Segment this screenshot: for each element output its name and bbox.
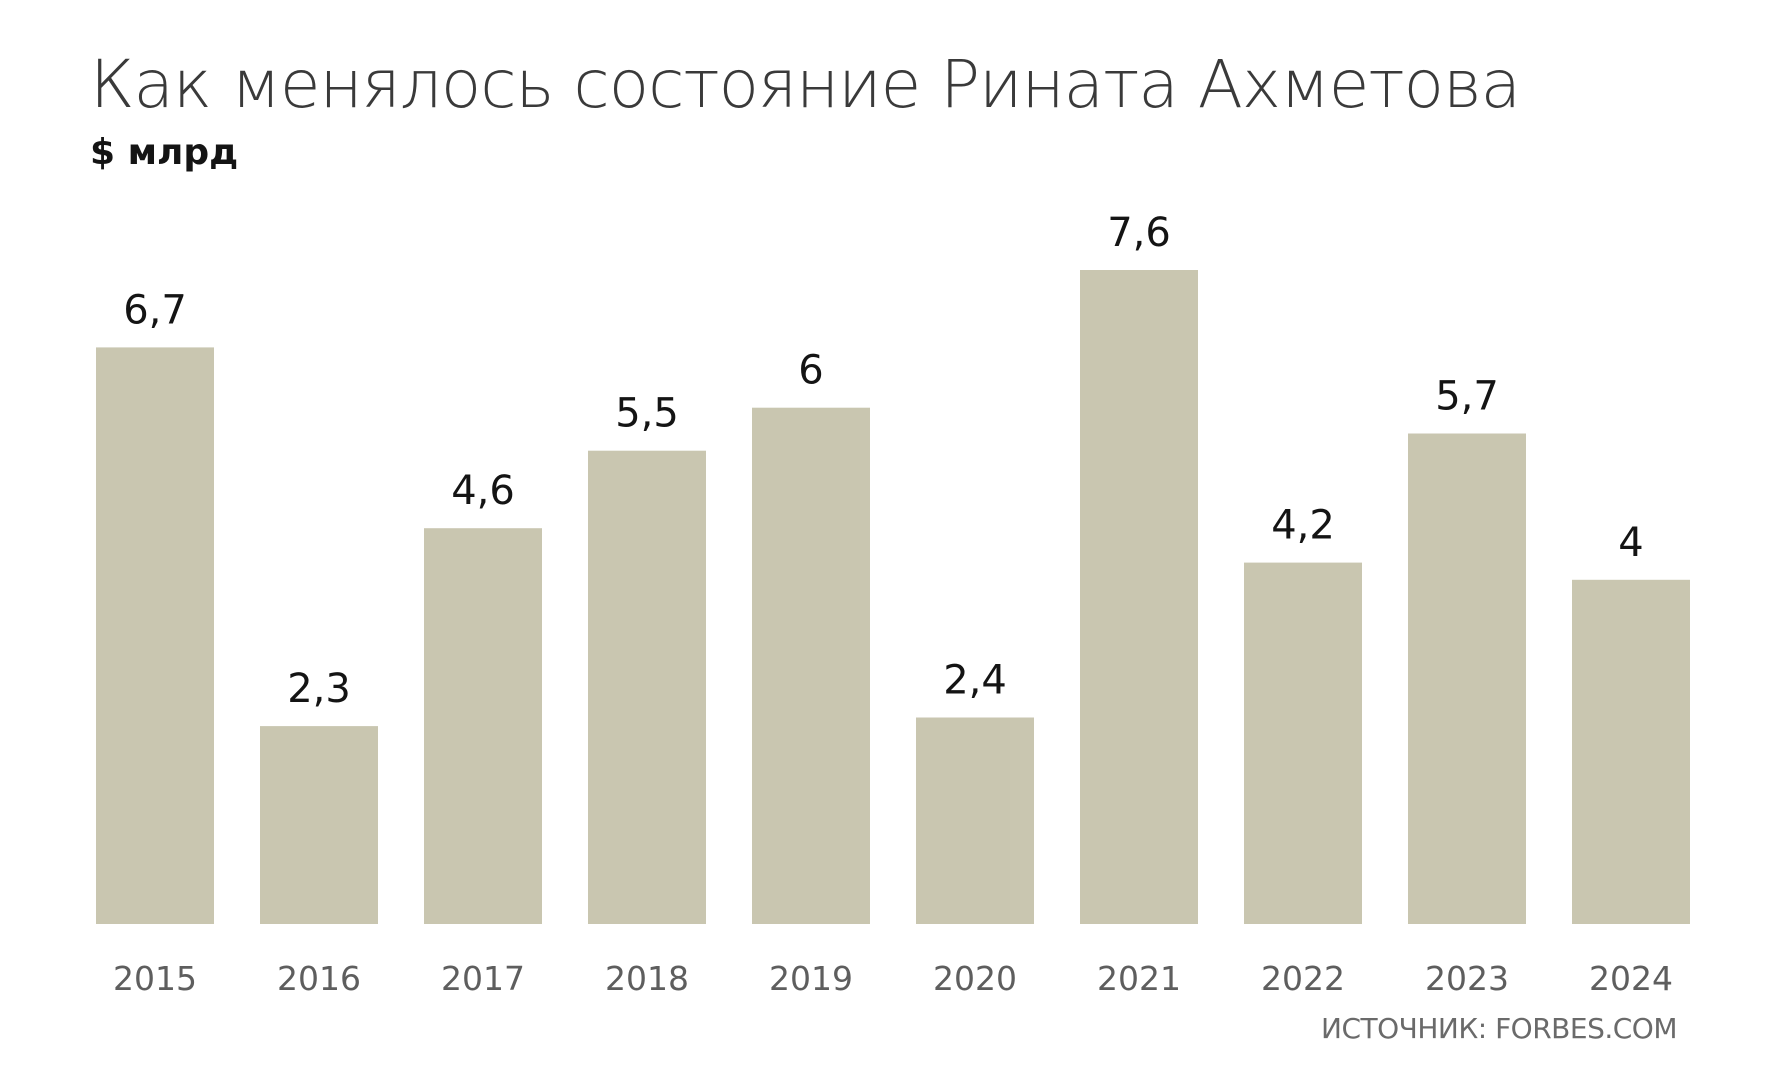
bar-2020	[916, 717, 1034, 924]
value-label-2018: 5,5	[615, 391, 679, 437]
value-label-2023: 5,7	[1435, 374, 1499, 420]
bar-2019	[752, 407, 870, 924]
bar-2022	[1244, 562, 1362, 924]
bar-2015	[96, 347, 214, 924]
x-tick-label-2024: 2024	[1589, 959, 1673, 998]
bar-2024	[1572, 579, 1690, 924]
x-tick-label-2021: 2021	[1097, 959, 1181, 998]
bar-2018	[588, 450, 706, 924]
chart-title: Как менялось состояние Рината Ахметова	[90, 46, 1521, 123]
x-tick-label-2016: 2016	[277, 959, 361, 998]
x-tick-label-2018: 2018	[605, 959, 689, 998]
x-tick-label-2015: 2015	[113, 959, 197, 998]
value-label-2017: 4,6	[451, 468, 515, 514]
x-tick-label-2022: 2022	[1261, 959, 1345, 998]
value-label-2015: 6,7	[123, 287, 187, 333]
x-tick-label-2020: 2020	[933, 959, 1017, 998]
value-label-2020: 2,4	[943, 658, 1007, 704]
bar-2016	[260, 726, 378, 924]
x-tick-label-2023: 2023	[1425, 959, 1509, 998]
value-label-2021: 7,6	[1107, 210, 1171, 256]
x-tick-label-2017: 2017	[441, 959, 525, 998]
source-note: ИСТОЧНИК: FORBES.COM	[1321, 1012, 1677, 1045]
value-label-2024: 4	[1618, 520, 1643, 566]
value-label-2016: 2,3	[287, 666, 351, 712]
chart-subtitle-unit: $ млрд	[90, 132, 239, 173]
x-tick-label-2019: 2019	[769, 959, 853, 998]
bar-2017	[424, 528, 542, 924]
bar-2021	[1080, 270, 1198, 924]
value-label-2019: 6	[798, 348, 823, 394]
bar-2023	[1408, 433, 1526, 924]
value-label-2022: 4,2	[1271, 503, 1335, 549]
